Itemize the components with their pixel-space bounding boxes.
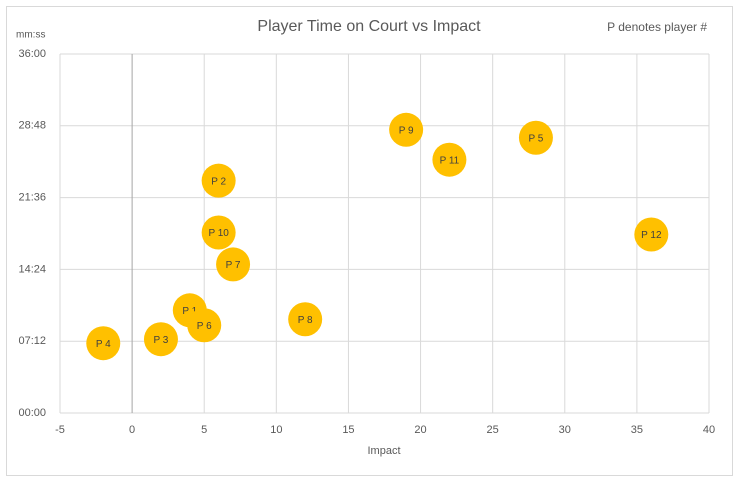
- chart-border: [6, 6, 733, 476]
- chart-title: Player Time on Court vs Impact: [257, 18, 481, 35]
- y-tick-label: 36:00: [18, 48, 46, 60]
- y-axis-title: mm:ss: [16, 30, 45, 41]
- point-label: P 9: [399, 125, 414, 136]
- point-label: P 2: [211, 176, 226, 187]
- point: [389, 112, 424, 147]
- point: [288, 302, 323, 337]
- point-label: P 10: [208, 228, 229, 239]
- y-tick-label: 00:00: [18, 407, 46, 419]
- point: [86, 326, 121, 361]
- point-label: P 11: [440, 155, 460, 166]
- point-label: P 4: [96, 339, 111, 350]
- x-tick-label: 5: [201, 424, 207, 436]
- x-tick-label: 20: [414, 424, 426, 436]
- point: [187, 308, 222, 343]
- y-tick-label: 07:12: [18, 335, 46, 347]
- x-tick-label: 25: [487, 424, 499, 436]
- point: [216, 247, 251, 282]
- x-tick-label: 30: [559, 424, 571, 436]
- annotation: P denotes player #: [607, 20, 707, 34]
- point: [201, 215, 236, 250]
- x-tick-label: -5: [55, 424, 65, 436]
- point-label: P 6: [197, 321, 212, 332]
- point-label: P 7: [226, 260, 241, 271]
- y-tick-label: 14:24: [18, 263, 46, 275]
- point-label: P 3: [154, 335, 169, 346]
- y-tick-label: 28:48: [18, 120, 46, 132]
- y-tick-label: 21:36: [18, 192, 46, 204]
- x-tick-label: 35: [631, 424, 643, 436]
- x-axis-title: Impact: [367, 445, 400, 457]
- point-label: P 5: [529, 133, 544, 144]
- x-tick-label: 10: [270, 424, 282, 436]
- x-tick-label: 15: [342, 424, 354, 436]
- point: [143, 322, 178, 357]
- point-label: P 8: [298, 315, 313, 326]
- point: [634, 217, 669, 252]
- point: [432, 142, 467, 177]
- x-tick-label: 0: [129, 424, 135, 436]
- point-label: P 12: [641, 230, 662, 241]
- x-tick-label: 40: [703, 424, 715, 436]
- point-label: P 1: [182, 306, 197, 317]
- point: [201, 163, 236, 198]
- point: [518, 120, 553, 155]
